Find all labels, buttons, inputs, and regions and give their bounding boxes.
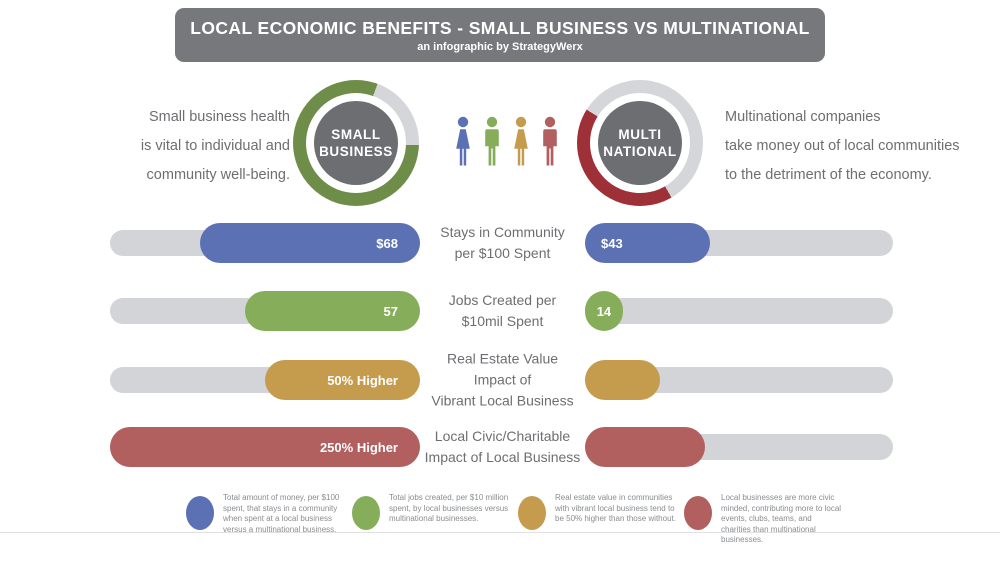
legend-item-real-estate: Real estate value in communities with vi… xyxy=(518,493,677,530)
small-business-bar: $68 xyxy=(199,223,420,263)
intro-left-line: community well-being. xyxy=(146,167,290,183)
bottom-divider xyxy=(0,532,1000,533)
bar-right-area xyxy=(585,360,893,400)
bar-category-label: Jobs Created per $10mil Spent xyxy=(448,292,557,329)
donut-label-line: SMALL xyxy=(331,127,381,142)
bar-right-area xyxy=(585,427,893,467)
bar-left-area: 57 xyxy=(110,291,420,331)
donut-label-line: NATIONAL xyxy=(603,144,677,159)
bar-value-label: 250% Higher xyxy=(319,439,398,455)
infographic-subtitle: an infographic by StrategyWerx xyxy=(417,40,583,53)
multinational-bar: $43 xyxy=(585,223,710,263)
small-business-donut-label: SMALL BUSINESS xyxy=(314,101,398,185)
intro-right-line: to the detriment of the economy. xyxy=(725,167,932,183)
bar-right-area: $43 xyxy=(585,223,893,263)
bar-value-label: 50% Higher xyxy=(327,372,398,388)
intro-left-line: Small business health xyxy=(148,109,290,125)
legend-dot-red xyxy=(684,496,712,530)
small-business-bar: 57 xyxy=(244,291,420,331)
legend-item-money-stays: Total amount of money, per $100 spent, t… xyxy=(186,493,345,535)
bar-row-jobs-created: 57 14 Jobs Created per $10mil Spent xyxy=(0,291,1000,331)
legend-text: Real estate value in communities with vi… xyxy=(555,493,676,523)
person-female-blue-icon xyxy=(456,116,470,166)
legend-text: Total amount of money, per $100 spent, t… xyxy=(223,493,340,534)
bar-row-real-estate-value: 50% Higher Real Estate Value Impact of V… xyxy=(0,351,1000,409)
bar-left-area: 250% Higher xyxy=(110,427,420,467)
small-business-intro-text: Small business health is vital to indivi… xyxy=(100,103,290,190)
donut-label-line: MULTI xyxy=(618,127,662,142)
legend-dot-green xyxy=(352,496,380,530)
multinational-bar: 14 xyxy=(585,291,623,331)
bar-left-area: $68 xyxy=(110,223,420,263)
legend-item-jobs-created: Total jobs created, per $10 million spen… xyxy=(352,493,511,530)
small-business-bar: 50% Higher xyxy=(265,360,420,400)
person-male-green-icon xyxy=(485,116,499,166)
bar-row-stays-in-community: $68 $43 Stays in Community per $100 Spen… xyxy=(0,223,1000,263)
bar-left-area: 50% Higher xyxy=(110,360,420,400)
bar-category-label: Local Civic/Charitable Impact of Local B… xyxy=(424,428,581,465)
infographic-title: LOCAL ECONOMIC BENEFITS - SMALL BUSINESS… xyxy=(190,17,810,38)
legend-dot-blue xyxy=(186,496,214,530)
intro-right-line: Multinational companies xyxy=(725,109,881,125)
person-male-red-icon xyxy=(543,116,557,166)
person-female-gold-icon xyxy=(514,116,528,166)
bar-value-label: 57 xyxy=(383,303,398,319)
multinational-bar xyxy=(585,427,706,467)
legend: Total amount of money, per $100 spent, t… xyxy=(0,493,1000,544)
bar-row-civic-charitable-impact: 250% Higher Local Civic/Charitable Impac… xyxy=(0,427,1000,467)
bar-value-label: 14 xyxy=(596,303,612,319)
bar-value-label: $68 xyxy=(376,235,398,251)
bar-category-label: Real Estate Value Impact of Vibrant Loca… xyxy=(431,350,574,409)
bar-category-label: Stays in Community per $100 Spent xyxy=(440,224,565,261)
legend-text: Total jobs created, per $10 million spen… xyxy=(389,493,509,523)
multinational-donut-label: MULTI NATIONAL xyxy=(598,101,682,185)
small-business-donut-gauge: SMALL BUSINESS xyxy=(293,80,419,206)
donut-label-line: BUSINESS xyxy=(319,144,393,159)
legend-item-civic-minded: Local businesses are more civic minded, … xyxy=(684,493,843,546)
bar-value-label: $43 xyxy=(601,235,623,251)
multinational-intro-text: Multinational companies take money out o… xyxy=(725,103,970,190)
legend-text: Local businesses are more civic minded, … xyxy=(721,493,842,544)
small-business-bar: 250% Higher xyxy=(110,427,420,467)
bar-track-right xyxy=(585,298,893,324)
intro-right-line: take money out of local communities xyxy=(725,138,960,154)
multinational-donut-gauge: MULTI NATIONAL xyxy=(577,80,703,206)
multinational-bar xyxy=(585,360,661,400)
header-banner: LOCAL ECONOMIC BENEFITS - SMALL BUSINESS… xyxy=(175,8,825,62)
legend-dot-gold xyxy=(518,496,546,530)
bar-right-area: 14 xyxy=(585,291,893,331)
intro-left-line: is vital to individual and xyxy=(140,138,290,154)
people-icons-group xyxy=(451,116,562,168)
